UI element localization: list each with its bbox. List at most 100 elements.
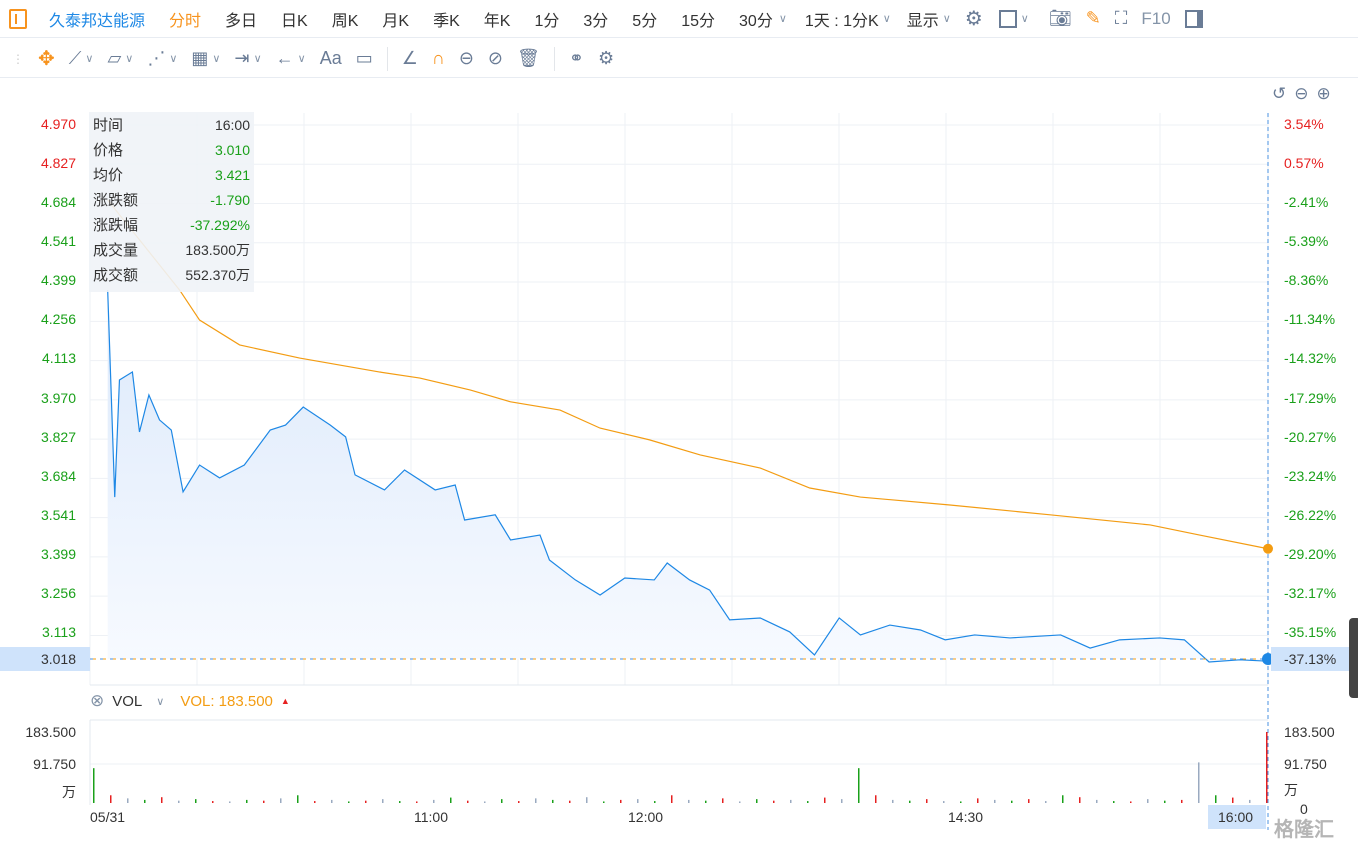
chevron-down-icon[interactable]: ∨ — [942, 13, 951, 25]
zoom-in-icon[interactable]: ⊕ — [1316, 84, 1331, 103]
volume-bar — [977, 798, 979, 803]
measure-tool[interactable]: ⇥ ∨ — [234, 48, 261, 69]
volume-bar — [433, 799, 435, 803]
chevron-down-icon[interactable]: ∨ — [156, 695, 165, 708]
tab-month-k[interactable]: 月K — [382, 12, 410, 30]
tooltip-label: 时间 — [93, 117, 124, 134]
zoom-out-icon[interactable]: ⊖ — [1294, 84, 1309, 103]
move-icon[interactable]: ✥ — [38, 48, 55, 70]
volume-bar — [1198, 762, 1200, 803]
reset-icon[interactable]: ↺ — [1272, 84, 1287, 103]
text-tool[interactable]: Aa — [319, 48, 342, 68]
vol-axis-zero: 0 — [1300, 801, 1308, 817]
volume-bar — [1249, 799, 1251, 803]
tab-3min[interactable]: 3分 — [583, 12, 609, 30]
chart-settings-icon[interactable]: ⚙ — [597, 48, 615, 68]
crosshair-time-label: 16:00 — [1208, 805, 1266, 829]
lock-drawing-icon[interactable]: ⊖ — [458, 48, 474, 68]
price-tick: 3.684 — [40, 467, 76, 484]
up-triangle-icon: ▲ — [280, 696, 290, 706]
camera-icon[interactable]: 📷︎ — [1048, 8, 1072, 28]
volume-bar — [1232, 797, 1234, 803]
close-indicator-icon[interactable]: ⊗ — [90, 691, 105, 710]
volume-bar — [195, 799, 197, 803]
tab-year-k[interactable]: 年K — [483, 12, 511, 30]
pct-tick: -32.17% — [1284, 584, 1337, 601]
arrow-tool[interactable]: ← ∨ — [276, 48, 306, 69]
volume-bar — [790, 799, 792, 803]
chevron-down-icon: ∨ — [85, 53, 94, 65]
tab-quarter-k[interactable]: 季K — [433, 12, 460, 30]
f10-button[interactable]: F10 — [1141, 8, 1171, 28]
wave-tool[interactable]: ⋰ ∨ — [147, 48, 177, 69]
tab-day-k[interactable]: 日K — [281, 12, 308, 30]
vol-axis-mid: 91.750 — [33, 756, 76, 772]
pct-tick: -2.41% — [1284, 194, 1329, 211]
current-price-label: 3.018 — [0, 647, 90, 671]
volume-bar — [671, 795, 673, 803]
pct-tick: -5.39% — [1284, 233, 1329, 250]
hide-drawing-icon[interactable]: ⊘ — [487, 48, 504, 68]
square-icon[interactable] — [998, 9, 1017, 28]
chevron-down-icon[interactable]: ∨ — [1020, 13, 1029, 25]
comment-icon[interactable]: ▭ — [355, 48, 373, 68]
tooltip-label: 成交量 — [93, 242, 139, 259]
chevron-down-icon[interactable]: ∨ — [778, 13, 787, 25]
fib-tool[interactable]: ▦ ∨ — [191, 48, 220, 69]
settings-icon[interactable]: ⚙ — [964, 8, 983, 30]
tooltip-row-amount: 成交额 552.370万 — [89, 262, 254, 287]
display-select[interactable]: 显示 — [906, 12, 939, 30]
side-widget[interactable] — [1349, 618, 1358, 698]
volume-bar — [586, 797, 588, 803]
volume-bar — [484, 801, 486, 803]
pencil-icon[interactable]: ✎ — [1085, 8, 1101, 28]
volume-bar — [569, 800, 571, 803]
volume-bar — [416, 801, 418, 803]
line-tool[interactable]: ⟋ ∨ — [69, 48, 94, 69]
volume-bar — [1181, 799, 1183, 803]
volume-bar — [127, 798, 129, 803]
stock-name[interactable]: 久泰邦达能源 — [49, 12, 146, 30]
volume-bar — [1130, 801, 1132, 803]
tab-intraday[interactable]: 分时 — [169, 12, 202, 30]
volume-bar — [348, 801, 350, 803]
time-tick: 12:00 — [628, 809, 664, 825]
tab-multi-day[interactable]: 多日 — [225, 12, 258, 30]
volume-bar — [1062, 795, 1064, 803]
tab-30min[interactable]: 30分 — [739, 12, 773, 30]
volume-bar — [858, 768, 860, 803]
fullscreen-icon[interactable]: ⛶ — [1114, 8, 1128, 28]
current-pct: -37.13% — [1284, 651, 1337, 667]
compare-icon[interactable]: ⚭ — [568, 48, 584, 68]
volume-bar — [178, 800, 180, 803]
chevron-down-icon[interactable]: ∨ — [882, 13, 891, 25]
tooltip-label: 均价 — [93, 167, 124, 184]
volume-bar — [943, 801, 945, 803]
tab-15min[interactable]: 15分 — [681, 12, 716, 30]
drag-handle-icon[interactable]: ⋮ — [12, 51, 24, 66]
volume-bar — [739, 801, 741, 803]
volume-bar — [331, 799, 333, 803]
pct-tick: -8.36% — [1284, 272, 1329, 289]
volume-bar — [1215, 795, 1217, 803]
volume-bar — [450, 797, 452, 803]
volume-bar — [1011, 800, 1013, 803]
indicator-name[interactable]: VOL — [112, 692, 143, 710]
sidebar-toggle-icon[interactable] — [9, 8, 27, 29]
price-tick: 4.684 — [40, 194, 76, 211]
magnet-icon[interactable]: ∩ — [431, 48, 445, 68]
tab-5min[interactable]: 5分 — [632, 12, 658, 30]
time-tick: 16:00 — [1218, 809, 1254, 825]
price-tick: 3.827 — [40, 428, 76, 445]
angle-icon[interactable]: ∠ — [401, 48, 418, 68]
tooltip-value: -1.790 — [210, 191, 250, 208]
polygon-tool[interactable]: ▱ ∨ — [107, 48, 133, 69]
pct-tick: -29.20% — [1284, 545, 1337, 562]
trash-icon[interactable]: 🗑︎ — [517, 48, 540, 68]
volume-bar — [263, 800, 265, 803]
tab-week-k[interactable]: 周K — [331, 12, 359, 30]
period-select[interactable]: 1天 : 1分K — [804, 12, 879, 30]
panel-icon[interactable] — [1184, 9, 1203, 28]
tab-1min[interactable]: 1分 — [534, 12, 560, 30]
